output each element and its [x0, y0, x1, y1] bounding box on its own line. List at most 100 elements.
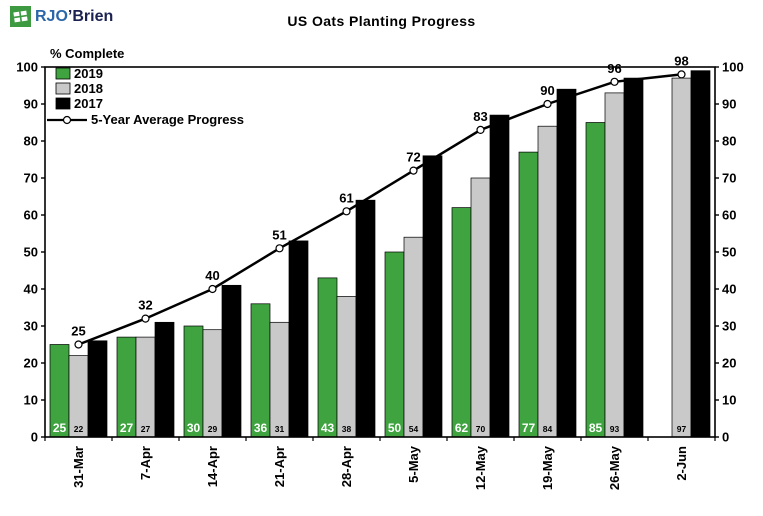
legend-swatch-2018 — [55, 82, 71, 95]
x-axis-label-19-May: 19-May — [540, 445, 555, 490]
bar-2019-28-Apr — [317, 277, 338, 438]
legend-label-five-year-average: 5-Year Average Progress — [91, 112, 244, 127]
bar-label-2019-26-May: 85 — [589, 421, 603, 435]
logo-text-brien: ’Brien — [67, 7, 114, 25]
bar-2017-5-May — [422, 155, 443, 438]
bar-label-2018-31-Mar: 22 — [74, 424, 84, 434]
y-axis-title: % Complete — [50, 46, 124, 61]
y-axis-label-left-10: 10 — [24, 393, 38, 408]
bar-label-2019-28-Apr: 43 — [321, 421, 335, 435]
line-marker-21-Apr — [275, 244, 284, 253]
bar-label-2018-28-Apr: 38 — [342, 424, 352, 434]
bar-2017-28-Apr — [355, 199, 376, 438]
bar-label-2019-19-May: 77 — [522, 421, 536, 435]
y-axis-label-right-10: 10 — [722, 393, 736, 408]
bar-2018-7-Apr — [135, 336, 156, 438]
y-axis-label-right-80: 80 — [722, 134, 736, 149]
x-axis-label-21-Apr: 21-Apr — [272, 446, 287, 487]
line-label-26-May: 96 — [607, 61, 621, 76]
y-axis-label-right-60: 60 — [722, 208, 736, 223]
bar-2017-12-May — [489, 114, 510, 438]
y-axis-label-right-50: 50 — [722, 245, 736, 260]
legend-label-2017: 2017 — [74, 96, 103, 111]
line-label-14-Apr: 40 — [205, 268, 219, 283]
bar-2017-14-Apr — [221, 284, 242, 438]
bar-label-2019-5-May: 50 — [388, 421, 402, 435]
legend-label-2018: 2018 — [74, 81, 103, 96]
line-marker-28-Apr — [342, 207, 351, 216]
bar-2018-12-May — [470, 177, 491, 438]
legend-swatch-2017 — [55, 97, 71, 110]
line-label-5-May: 72 — [406, 150, 420, 165]
y-axis-label-right-70: 70 — [722, 171, 736, 186]
bar-2018-19-May — [537, 125, 558, 438]
y-axis-label-left-60: 60 — [24, 208, 38, 223]
bar-2017-31-Mar — [87, 340, 108, 438]
bar-2018-28-Apr — [336, 296, 357, 438]
x-axis-label-14-Apr: 14-Apr — [205, 446, 220, 487]
y-axis-label-right-0: 0 — [722, 430, 729, 445]
bar-2019-26-May — [585, 122, 606, 438]
y-axis-label-left-30: 30 — [24, 319, 38, 334]
bar-label-2019-7-Apr: 27 — [120, 421, 134, 435]
rjo-brien-logo-mark — [10, 6, 31, 27]
bar-2017-19-May — [556, 88, 577, 438]
bar-2018-2-Jun — [671, 77, 692, 438]
bar-label-2018-7-Apr: 27 — [141, 424, 151, 434]
bar-2017-26-May — [623, 77, 644, 438]
line-marker-31-Mar — [74, 340, 83, 349]
y-axis-label-left-80: 80 — [24, 134, 38, 149]
five-year-average-line — [78, 73, 682, 346]
x-axis-label-12-May: 12-May — [473, 445, 488, 490]
chart-title: US Oats Planting Progress — [287, 13, 476, 29]
x-axis-label-28-Apr: 28-Apr — [339, 446, 354, 487]
bar-label-2019-12-May: 62 — [455, 421, 469, 435]
line-label-21-Apr: 51 — [272, 227, 286, 242]
x-axis-label-26-May: 26-May — [607, 445, 622, 490]
bar-2017-21-Apr — [288, 240, 309, 438]
bar-label-2018-2-Jun: 97 — [677, 424, 687, 434]
legend-label-2019: 2019 — [74, 66, 103, 81]
line-marker-14-Apr — [208, 284, 217, 294]
x-axis-label-2-Jun: 2-Jun — [674, 446, 689, 481]
line-marker-26-May — [610, 77, 619, 86]
y-axis-label-right-40: 40 — [722, 282, 736, 297]
line-marker-7-Apr — [141, 314, 150, 323]
x-axis-label-5-May: 5-May — [406, 445, 421, 483]
line-label-31-Mar: 25 — [71, 324, 85, 339]
y-axis-label-left-0: 0 — [31, 430, 38, 445]
bar-2019-12-May — [451, 207, 472, 438]
logo-text-rjo: RJO — [35, 7, 68, 25]
y-axis-label-left-50: 50 — [24, 245, 38, 260]
rjo-brien-logo: RJO’Brien — [10, 6, 113, 27]
y-axis-label-left-40: 40 — [24, 282, 38, 297]
bar-label-2018-19-May: 84 — [543, 424, 553, 434]
bar-2019-21-Apr — [250, 303, 271, 438]
line-label-7-Apr: 32 — [138, 298, 152, 313]
line-label-19-May: 90 — [540, 83, 554, 98]
x-axis-label-7-Apr: 7-Apr — [138, 446, 153, 480]
line-marker-5-May — [409, 166, 418, 175]
y-axis-label-left-100: 100 — [16, 60, 38, 75]
bar-label-2018-26-May: 93 — [610, 424, 620, 434]
bar-2017-7-Apr — [154, 321, 175, 438]
bar-label-2018-14-Apr: 29 — [208, 424, 218, 434]
line-label-2-Jun: 98 — [674, 53, 688, 68]
x-axis-label-31-Mar: 31-Mar — [71, 446, 86, 488]
bar-2018-5-May — [403, 236, 424, 438]
y-axis-label-right-100: 100 — [722, 60, 744, 75]
bar-2017-2-Jun — [690, 70, 711, 438]
legend-swatch-2019 — [55, 67, 71, 80]
line-marker-19-May — [543, 99, 552, 109]
bar-label-2018-5-May: 54 — [409, 424, 419, 434]
bar-label-2019-14-Apr: 30 — [187, 421, 201, 435]
y-axis-label-right-20: 20 — [722, 356, 736, 371]
bar-2019-19-May — [518, 151, 539, 438]
bar-label-2018-12-May: 70 — [476, 424, 486, 434]
line-label-28-Apr: 61 — [339, 190, 353, 205]
bar-2019-5-May — [384, 251, 405, 438]
y-axis-label-left-70: 70 — [24, 171, 38, 186]
y-axis-label-right-90: 90 — [722, 97, 736, 112]
